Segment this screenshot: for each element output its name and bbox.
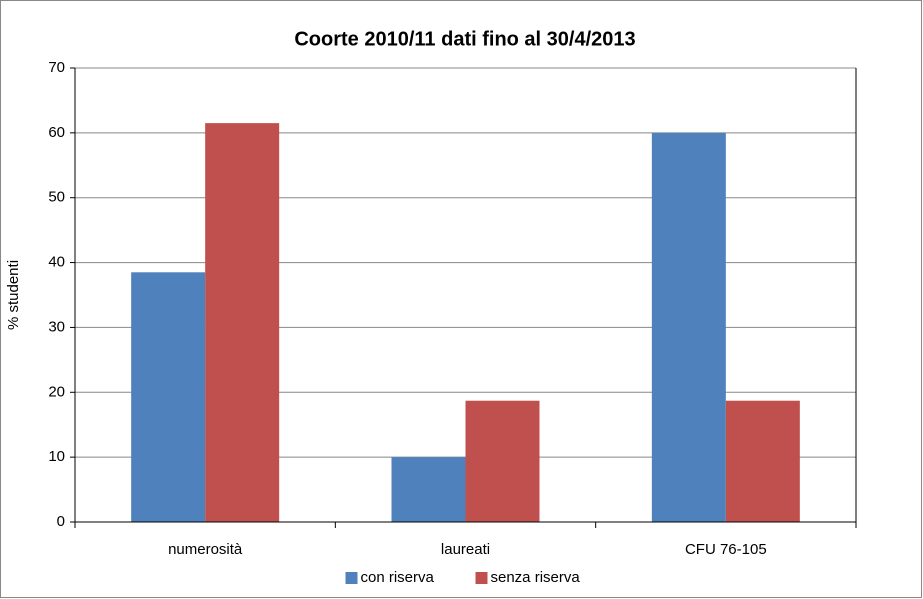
y-tick-label: 50	[48, 189, 65, 206]
x-tick-label: CFU 76-105	[685, 541, 767, 558]
y-axis-label: % studenti	[5, 260, 22, 330]
y-tick-label: 30	[48, 318, 65, 335]
legend-label: senza riserva	[491, 569, 581, 586]
y-tick-label: 60	[48, 124, 65, 141]
x-tick-label: laureati	[441, 541, 490, 558]
bar	[205, 123, 280, 522]
bar	[465, 400, 540, 522]
legend-swatch	[475, 572, 488, 584]
y-tick-label: 40	[48, 254, 65, 271]
chart-title: Coorte 2010/11 dati fino al 30/4/2013	[294, 28, 635, 50]
bar	[725, 400, 800, 522]
y-tick-label: 0	[57, 513, 65, 530]
y-tick-label: 20	[48, 383, 65, 400]
y-tick-label: 10	[48, 448, 65, 465]
bar	[131, 272, 206, 522]
legend-label: con riserva	[361, 569, 435, 586]
y-tick-label: 70	[48, 59, 65, 76]
x-tick-label: numerosità	[168, 541, 243, 558]
bar	[651, 132, 726, 522]
legend-swatch	[345, 572, 358, 584]
bar	[391, 457, 466, 522]
